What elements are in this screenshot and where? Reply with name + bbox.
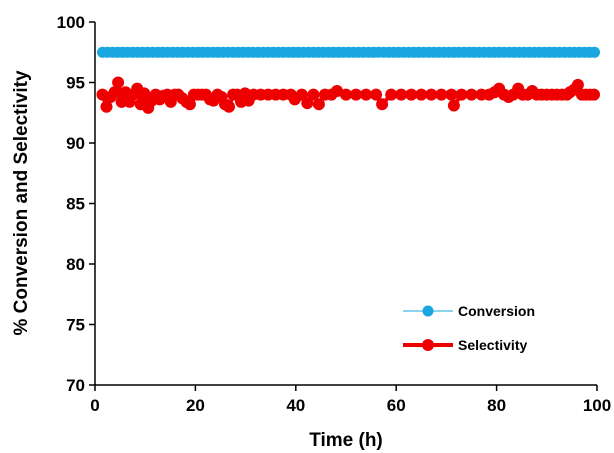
selectivity-point	[100, 100, 113, 113]
y-tick-label: 70	[66, 376, 85, 395]
selectivity-point	[376, 98, 389, 111]
selectivity-point	[360, 88, 373, 101]
x-tick-label: 40	[286, 396, 305, 415]
x-tick-label: 80	[487, 396, 506, 415]
legend-conversion-marker	[422, 305, 434, 317]
selectivity-point	[301, 97, 314, 110]
x-tick-label: 60	[387, 396, 406, 415]
y-tick-label: 95	[66, 74, 85, 93]
y-tick-label: 100	[57, 13, 85, 32]
selectivity-point	[425, 88, 438, 101]
y-tick-label: 90	[66, 134, 85, 153]
series-layer	[96, 46, 600, 114]
x-ticks: 0 20 40 60 80 100	[90, 385, 611, 415]
y-tick-label: 80	[66, 255, 85, 274]
selectivity-point	[370, 88, 383, 101]
selectivity-point	[108, 86, 121, 99]
axes	[94, 22, 597, 386]
selectivity-point	[223, 100, 235, 113]
selectivity-point	[588, 88, 600, 101]
y-tick-label: 75	[66, 316, 85, 335]
y-axis-title: % Conversion and Selectivity	[11, 70, 32, 335]
selectivity-point	[445, 88, 458, 101]
y-tick-label: 85	[66, 195, 85, 214]
selectivity-point	[435, 88, 448, 101]
selectivity-point	[385, 88, 398, 101]
selectivity-point	[415, 88, 428, 101]
legend-item-selectivity: Selectivity	[403, 337, 527, 353]
x-axis-title: Time (h)	[309, 430, 383, 451]
selectivity-point	[465, 88, 478, 101]
selectivity-point	[395, 88, 408, 101]
legend-selectivity-label: Selectivity	[458, 337, 527, 353]
selectivity-point	[340, 88, 352, 101]
legend-item-conversion: Conversion	[403, 303, 535, 319]
series-conversion	[97, 46, 600, 58]
selectivity-point	[350, 88, 362, 101]
selectivity-point	[183, 98, 196, 111]
selectivity-point	[405, 88, 418, 101]
legend-selectivity-marker	[422, 339, 434, 351]
x-tick-label: 100	[583, 396, 611, 415]
conversion-point	[589, 46, 600, 58]
selectivity-point	[295, 88, 308, 101]
y-ticks: 70 75 80 85 90 95 100	[57, 13, 95, 395]
selectivity-point	[138, 87, 151, 100]
selectivity-point	[312, 98, 325, 111]
selectivity-point	[307, 88, 320, 101]
selectivity-point	[571, 78, 584, 91]
legend-conversion-label: Conversion	[458, 303, 535, 319]
series-selectivity	[96, 76, 600, 114]
selectivity-point	[331, 85, 343, 97]
selectivity-point	[112, 76, 125, 89]
x-tick-label: 0	[90, 396, 99, 415]
selectivity-point	[447, 99, 460, 112]
legend: Conversion Selectivity	[403, 303, 535, 353]
selectivity-point	[455, 88, 468, 101]
x-tick-label: 20	[186, 396, 205, 415]
